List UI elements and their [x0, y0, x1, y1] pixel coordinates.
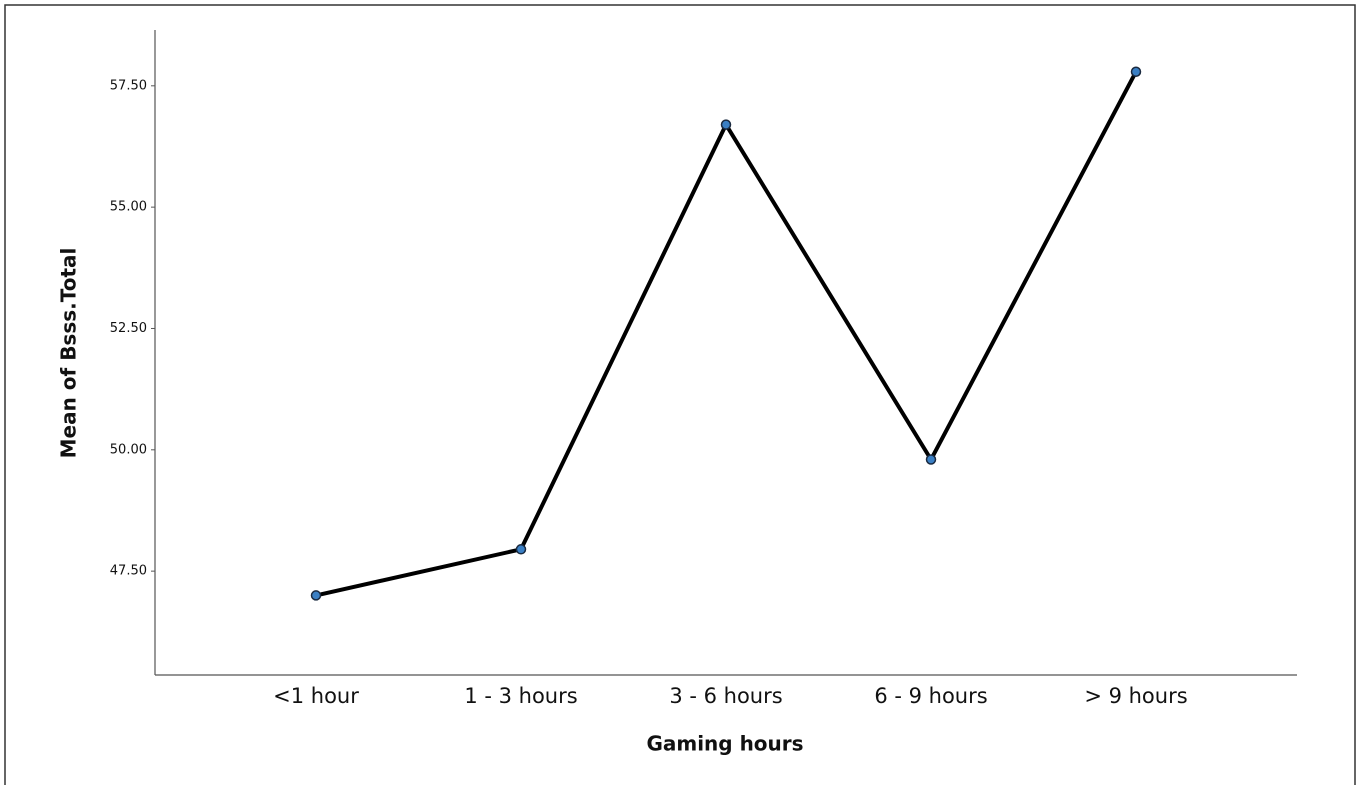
x-tick-label: 6 - 9 hours [874, 684, 987, 708]
y-axis-title: Mean of Bsss.Total [57, 248, 81, 459]
y-tick-label: 47.50 [110, 564, 147, 579]
x-axis-title: Gaming hours [646, 732, 803, 756]
x-tick-label: <1 hour [273, 684, 359, 708]
line [315, 70, 1138, 598]
x-tick-label: > 9 hours [1084, 684, 1187, 708]
y-tick-label: 50.00 [110, 442, 147, 457]
y-tick-label: 52.50 [110, 321, 147, 336]
frame [4, 4, 1356, 785]
point [515, 544, 527, 555]
point [925, 454, 937, 465]
point [720, 119, 732, 130]
y-tick-label: 55.00 [110, 200, 147, 215]
x-tick-label: 1 - 3 hours [464, 684, 577, 708]
x-tick-label: 3 - 6 hours [669, 684, 782, 708]
y-tick-label: 57.50 [110, 78, 147, 93]
point [310, 590, 322, 601]
point [1130, 66, 1142, 77]
